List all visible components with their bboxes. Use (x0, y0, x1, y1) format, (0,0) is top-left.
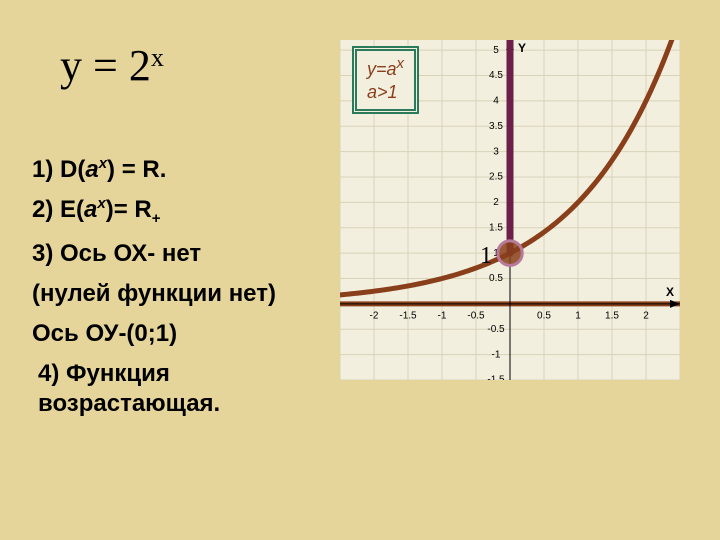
legend-line1-sup: x (397, 55, 405, 72)
svg-text:3: 3 (493, 146, 499, 157)
svg-text:0.5: 0.5 (489, 273, 503, 284)
property-row-5: Ось ОУ-(0;1) (32, 319, 312, 349)
legend-line1: y=a (367, 59, 397, 79)
legend-line2: a>1 (367, 81, 404, 104)
property-row-6: 4) Функция возрастающая. (38, 359, 312, 419)
svg-text:-1.5: -1.5 (399, 311, 417, 322)
svg-text:0.5: 0.5 (537, 311, 551, 322)
svg-text:-1: -1 (438, 311, 447, 322)
svg-text:4: 4 (493, 96, 499, 107)
svg-text:-1: -1 (492, 349, 501, 360)
property-row-1: 1) D(ax) = R. (32, 155, 312, 185)
property-list: 1) D(ax) = R. 2) E(ax)= R+ 3) Ось ОХ- нет (… (32, 155, 312, 429)
property-row-4: (нулей функции нет) (32, 279, 312, 309)
svg-text:3.5: 3.5 (489, 121, 503, 132)
chart-container: y=ax a>1 1 -2 -1.5 -1 -0.5 0.5 1 1.5 2 -1.5 -1 -0.… (340, 40, 680, 380)
y-intercept-label: 1 (480, 243, 492, 270)
svg-text:2.5: 2.5 (489, 172, 503, 183)
svg-text:4.5: 4.5 (489, 70, 503, 81)
svg-text:2: 2 (493, 197, 499, 208)
svg-text:1.5: 1.5 (489, 222, 503, 233)
chart-legend: y=ax a>1 (352, 46, 419, 114)
svg-text:X: X (666, 285, 674, 299)
svg-text:-2: -2 (370, 311, 379, 322)
svg-text:2: 2 (643, 311, 649, 322)
equation-equals: = (93, 41, 118, 90)
svg-text:Y: Y (518, 41, 526, 55)
property-row-3: 3) Ось ОХ- нет (32, 239, 312, 269)
equation: y = 2x (60, 40, 164, 91)
equation-base: 2 (129, 41, 151, 90)
svg-text:1: 1 (575, 311, 581, 322)
slide-root: y = 2x 1) D(ax) = R.2) E(ax)= R+3) Ось О… (0, 0, 720, 540)
svg-text:1.5: 1.5 (605, 311, 619, 322)
svg-text:5: 5 (493, 45, 499, 56)
property-row-2: 2) E(ax)= R+ (32, 195, 312, 229)
svg-text:-0.5: -0.5 (487, 324, 505, 335)
svg-text:-0.5: -0.5 (467, 311, 485, 322)
svg-text:-1.5: -1.5 (487, 375, 505, 380)
equation-lhs: y (60, 41, 82, 90)
equation-exp: x (151, 43, 164, 72)
